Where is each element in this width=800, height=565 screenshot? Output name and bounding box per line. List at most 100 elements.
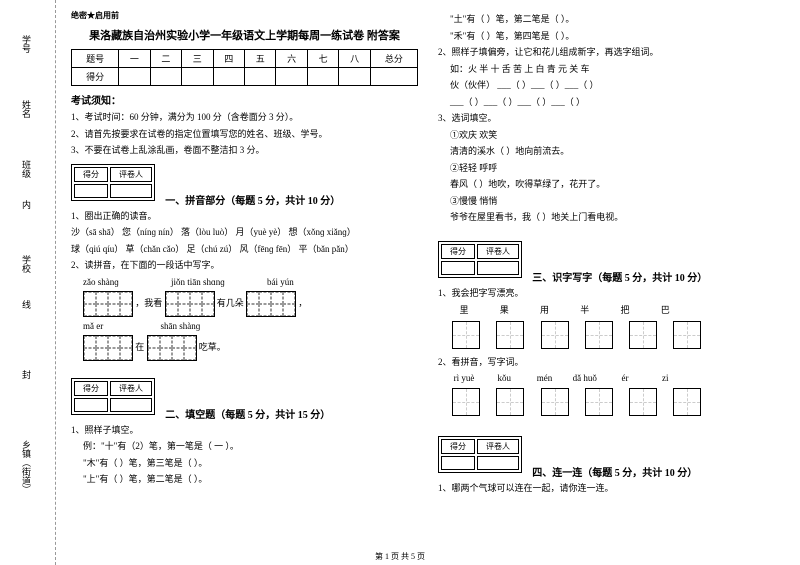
notice-item: 2、请首先按要求在试卷的指定位置填写您的姓名、班级、学号。 [71,128,418,142]
char-box [496,388,524,416]
txt: 有几朵 [217,298,244,308]
binding-label: 乡镇（街道） [20,440,33,494]
binding-column: 学号 姓名 班级 内 学校 线 封 乡镇（街道） [0,0,56,565]
td [182,68,213,86]
q2-1-item: "上"有（ ）笔，第二笔是（ ）。 [83,473,418,487]
td [370,68,417,86]
txt: ， [298,298,307,308]
q2-2-line: 伙（伙伴） ___（ ）___（ ）___（ ） [450,79,785,93]
q2-1: 1、照样子填空。 [71,424,418,438]
score-box: 得分评卷人 [438,241,522,278]
q3-2: 2、看拼音，写字词。 [438,356,785,370]
q2-3-item: ①欢庆 欢笑 [450,129,785,143]
cl: 巴 [651,303,679,316]
score-box: 得分评卷人 [71,164,155,201]
binding-label: 姓名 [20,100,33,118]
q2-3-item: 爷爷在屋里看书，我（ ）地关上门看电视。 [450,211,785,225]
q2-2-line: 如：火 半 十 舌 苦 上 白 青 元 关 车 [450,63,785,77]
pl: zi [651,373,679,383]
q1-1-row: 沙（sā shā） 您（nínɡ nín） 落（lòu luò） 月（yuè y… [71,226,418,240]
q2-2: 2、照样子填偏旁，让它和花儿组成新字，再选字组词。 [438,46,785,60]
py: zǎo shànɡ [83,277,119,287]
section-3-title: 三、识字写字（每题 5 分，共计 10 分） [532,269,707,284]
th: 三 [182,50,213,68]
sb-c1: 得分 [441,244,475,259]
pl: dǎ huǒ [571,373,599,383]
char-box [629,321,657,349]
pl: mén [531,373,559,383]
char-box [496,321,524,349]
q2-3-item: ③慢慢 悄悄 [450,195,785,209]
td [119,68,150,86]
cl: 果 [490,303,518,316]
binding-label: 封 [20,370,33,379]
sb-e [110,398,152,412]
grid-line-1: ，我看 有几朵 ， [71,291,418,317]
sb-c2: 评卷人 [477,244,519,259]
sb-e [441,261,475,275]
th: 题号 [72,50,119,68]
sb-e [74,184,108,198]
td [307,68,338,86]
th: 四 [213,50,244,68]
char-box [541,388,569,416]
q2-1-item: "禾"有（ ）笔，第四笔是（ ）。 [450,30,785,44]
q2-3-item: 清清的溪水（ ）地向前流去。 [450,145,785,159]
char-labels: 里 果 用 半 把 巴 [438,303,785,316]
th: 总分 [370,50,417,68]
td: 得分 [72,68,119,86]
score-box: 得分评卷人 [71,378,155,415]
q2-3-item: ②轻轻 呼呼 [450,162,785,176]
sb-e [110,184,152,198]
cl: 半 [571,303,599,316]
sb-e [74,398,108,412]
q2-1-item: "木"有（ ）笔，第三笔是（ ）。 [83,457,418,471]
score-box: 得分评卷人 [438,436,522,473]
q1-1: 1、圈出正确的读音。 [71,210,418,224]
td [276,68,307,86]
th: 八 [339,50,370,68]
td [339,68,370,86]
write-grid [83,291,133,317]
char-box [673,321,701,349]
binding-label: 学校 [20,255,33,273]
section-4-title: 四、连一连（每题 5 分，共计 10 分） [532,464,697,479]
binding-label: 线 [20,300,33,309]
exam-title: 果洛藏族自治州实验小学一年级语文上学期每周一练试卷 附答案 [71,27,418,43]
q4-1: 1、哪两个气球可以连在一起，请你连一连。 [438,482,785,496]
sb-c1: 得分 [441,439,475,454]
pinyin-line-2: mǎ er shān shànɡ [71,321,418,331]
th: 五 [244,50,275,68]
q2-3-item: 春风（ ）地吹，吹得草绿了，花开了。 [450,178,785,192]
char-box [673,388,701,416]
char-box [452,321,480,349]
pinyin-labels: rì yuè kǒu mén dǎ huǒ ér zi [438,373,785,383]
cl: 把 [611,303,639,316]
char-box [629,388,657,416]
q2-1-item: 例："十"有（2）笔，第一笔是（ 一 ）。 [83,440,418,454]
q2-3: 3、选词填空。 [438,112,785,126]
sb-c2: 评卷人 [110,381,152,396]
write-grid [147,335,197,361]
txt: 在 [135,342,144,352]
sb-e [441,456,475,470]
py: mǎ er [83,321,103,331]
secret-label: 绝密★启用前 [71,10,418,21]
sb-e [477,261,519,275]
td [213,68,244,86]
score-table: 题号 一 二 三 四 五 六 七 八 总分 得分 [71,49,418,86]
sb-c1: 得分 [74,381,108,396]
section-2-title: 二、填空题（每题 5 分，共计 15 分） [165,406,330,421]
char-box [585,388,613,416]
write-grid [165,291,215,317]
right-column: "土"有（ ）笔，第二笔是（ ）。 "禾"有（ ）笔，第四笔是（ ）。 2、照样… [438,10,785,560]
py: jiǒn tiān shɑnɡ [171,277,225,287]
notice-item: 1、考试时间：60 分钟，满分为 100 分（含卷面分 3 分）。 [71,111,418,125]
content-area: 绝密★启用前 果洛藏族自治州实验小学一年级语文上学期每周一练试卷 附答案 题号 … [56,0,800,565]
q1-2: 2、读拼音，在下面的一段话中写字。 [71,259,418,273]
pl: kǒu [490,373,518,383]
binding-label: 学号 [20,35,33,53]
py: bái yún [267,277,294,287]
q3-1: 1、我会把字写漂亮。 [438,287,785,301]
left-column: 绝密★启用前 果洛藏族自治州实验小学一年级语文上学期每周一练试卷 附答案 题号 … [71,10,418,560]
